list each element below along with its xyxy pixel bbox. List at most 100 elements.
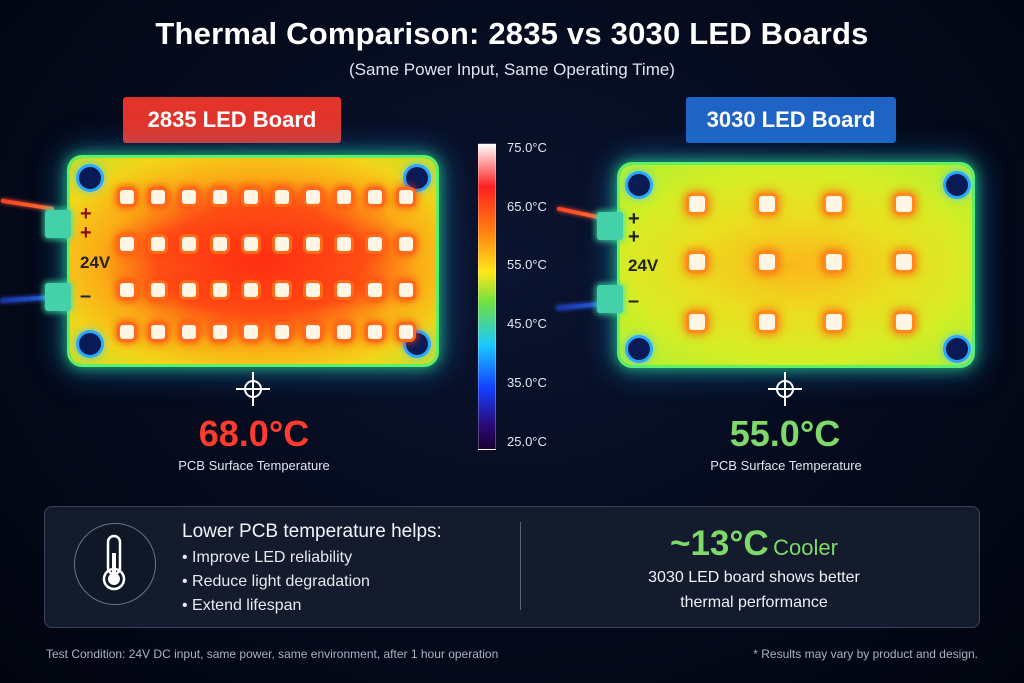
blue-wire-right bbox=[556, 302, 603, 311]
red-wire-right bbox=[556, 206, 603, 220]
led-chip-2835 bbox=[120, 190, 134, 204]
scale-tick-label: 45.0°C bbox=[507, 316, 547, 331]
led-chip-2835 bbox=[399, 237, 413, 251]
led-chip-2835 bbox=[120, 325, 134, 339]
led-chip-2835 bbox=[337, 190, 351, 204]
mount-hole bbox=[628, 338, 650, 360]
mount-hole bbox=[628, 174, 650, 196]
polarity-minus: – bbox=[80, 285, 92, 307]
benefit-text: Improve LED reliability bbox=[192, 549, 353, 566]
led-chip-2835 bbox=[213, 237, 227, 251]
led-chip-2835 bbox=[182, 325, 196, 339]
crosshair-icon bbox=[768, 372, 802, 406]
benefit-item: • Improve LED reliability bbox=[182, 549, 353, 566]
led-chip-3030 bbox=[759, 196, 775, 212]
crosshair-icon bbox=[236, 372, 270, 406]
led-chip-2835 bbox=[368, 190, 382, 204]
scale-tick-label: 65.0°C bbox=[507, 199, 547, 214]
led-chip-3030 bbox=[896, 196, 912, 212]
temperature-reading-3030: 55.0°C bbox=[729, 413, 841, 454]
polarity-plus: + bbox=[628, 208, 640, 230]
led-chip-2835 bbox=[368, 283, 382, 297]
led-chip-3030 bbox=[689, 254, 705, 270]
temperature-delta: ~13°C Cooler bbox=[530, 524, 978, 564]
led-chip-2835 bbox=[244, 283, 258, 297]
led-chip-2835 bbox=[120, 237, 134, 251]
led-chip-2835 bbox=[368, 237, 382, 251]
panel-divider bbox=[520, 522, 521, 610]
mount-hole bbox=[79, 167, 101, 189]
temperature-reading-2835: 68.0°C bbox=[198, 413, 310, 454]
led-chip-2835 bbox=[399, 190, 413, 204]
mount-hole bbox=[946, 338, 968, 360]
board-label-2835: 2835 LED Board bbox=[123, 97, 341, 143]
voltage-label: 24V bbox=[628, 256, 659, 275]
led-chip-2835 bbox=[182, 190, 196, 204]
led-chip-2835 bbox=[399, 325, 413, 339]
polarity-minus: – bbox=[628, 290, 640, 312]
led-chip-2835 bbox=[337, 237, 351, 251]
delta-word: Cooler bbox=[773, 535, 838, 560]
temperature-color-scale bbox=[478, 143, 496, 450]
led-chip-3030 bbox=[826, 254, 842, 270]
board-label-3030: 3030 LED Board bbox=[686, 97, 896, 143]
led-chip-2835 bbox=[244, 190, 258, 204]
voltage-label: 24V bbox=[80, 253, 111, 272]
page-title: Thermal Comparison: 2835 vs 3030 LED Boa… bbox=[155, 16, 869, 51]
disclaimer-note: * Results may vary by product and design… bbox=[753, 647, 978, 661]
benefit-item: • Reduce light degradation bbox=[182, 573, 370, 590]
led-chip-3030 bbox=[689, 314, 705, 330]
led-chip-2835 bbox=[182, 237, 196, 251]
benefit-text: Reduce light degradation bbox=[192, 573, 370, 590]
led-chip-3030 bbox=[759, 314, 775, 330]
led-chip-2835 bbox=[275, 283, 289, 297]
scale-tick-label: 55.0°C bbox=[507, 257, 547, 272]
summary-panel bbox=[44, 506, 980, 628]
led-chip-2835 bbox=[275, 190, 289, 204]
led-chip-2835 bbox=[213, 325, 227, 339]
scale-tick-label: 35.0°C bbox=[507, 375, 547, 390]
benefit-item: • Extend lifespan bbox=[182, 597, 302, 614]
led-chip-3030 bbox=[826, 196, 842, 212]
test-condition-note: Test Condition: 24V DC input, same power… bbox=[46, 647, 499, 661]
mount-hole bbox=[406, 167, 428, 189]
led-chip-2835 bbox=[182, 283, 196, 297]
led-chip-2835 bbox=[368, 325, 382, 339]
thermometer-icon bbox=[102, 534, 126, 591]
led-chip-2835 bbox=[151, 237, 165, 251]
led-chip-2835 bbox=[213, 190, 227, 204]
page-subtitle: (Same Power Input, Same Operating Time) bbox=[349, 60, 675, 79]
led-chip-2835 bbox=[399, 283, 413, 297]
power-terminal-positive bbox=[597, 212, 623, 240]
polarity-plus: + bbox=[80, 203, 92, 225]
benefits-heading: Lower PCB temperature helps: bbox=[182, 521, 442, 542]
benefit-text: Extend lifespan bbox=[192, 597, 302, 614]
led-chip-2835 bbox=[337, 325, 351, 339]
power-terminal-negative bbox=[597, 285, 623, 313]
polarity-plus: + bbox=[628, 226, 640, 248]
led-chip-2835 bbox=[337, 283, 351, 297]
polarity-plus: + bbox=[80, 222, 92, 244]
scale-tick-label: 25.0°C bbox=[507, 434, 547, 449]
led-chip-2835 bbox=[244, 237, 258, 251]
power-terminal-negative bbox=[45, 283, 71, 311]
led-chip-3030 bbox=[826, 314, 842, 330]
mount-hole bbox=[946, 174, 968, 196]
power-terminal-positive bbox=[45, 210, 71, 238]
led-chip-2835 bbox=[306, 190, 320, 204]
temperature-caption-3030: PCB Surface Temperature bbox=[710, 458, 862, 473]
led-chip-2835 bbox=[213, 283, 227, 297]
mount-hole bbox=[79, 333, 101, 355]
led-chip-3030 bbox=[896, 254, 912, 270]
led-chip-3030 bbox=[689, 196, 705, 212]
led-chip-2835 bbox=[306, 283, 320, 297]
led-chip-2835 bbox=[275, 325, 289, 339]
led-chip-2835 bbox=[244, 325, 258, 339]
led-chip-2835 bbox=[275, 237, 289, 251]
led-chip-2835 bbox=[306, 237, 320, 251]
led-chip-3030 bbox=[759, 254, 775, 270]
delta-value: ~13°C bbox=[670, 524, 769, 563]
delta-description-line1: 3030 LED board shows better bbox=[648, 569, 860, 586]
led-chip-2835 bbox=[151, 283, 165, 297]
led-chip-2835 bbox=[151, 325, 165, 339]
